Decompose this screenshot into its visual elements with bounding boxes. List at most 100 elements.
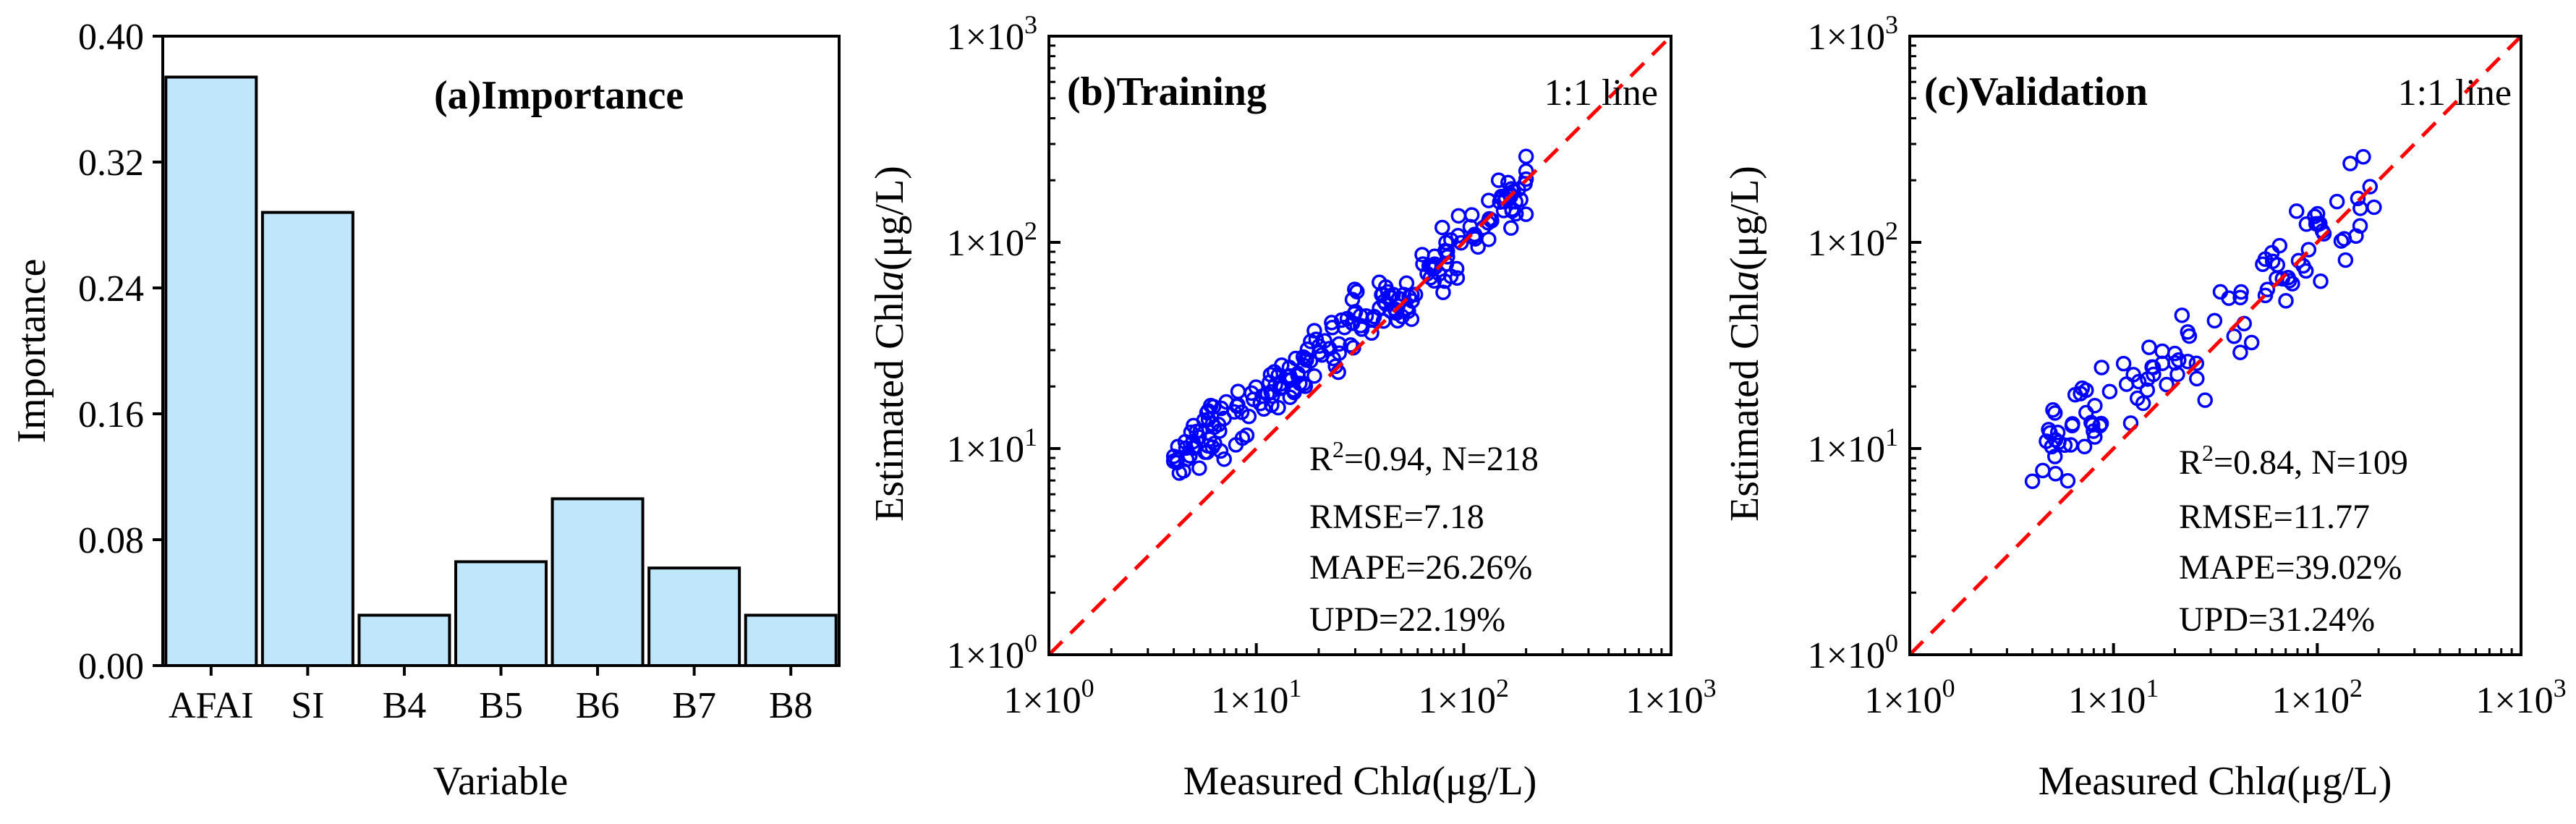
y-ticks: 1×100 1×101 1×102 1×103 (1808, 10, 1921, 676)
x-tick-label: 1×103 (1625, 674, 1716, 721)
data-point (2086, 423, 2101, 439)
data-point (2308, 216, 2324, 232)
data-point (2065, 416, 2080, 432)
data-point (1298, 351, 1314, 367)
data-point (1434, 219, 1450, 236)
y-tick-label: 1×100 (1808, 629, 1898, 676)
data-point (2212, 284, 2229, 300)
data-point (2141, 339, 2157, 355)
data-point (1327, 358, 1343, 374)
data-point (2350, 190, 2366, 207)
data-point (2167, 354, 2183, 371)
data-point (2309, 205, 2326, 222)
data-point (2046, 449, 2063, 464)
data-point (1241, 408, 1257, 425)
data-point (1518, 171, 1534, 187)
data-point (2042, 425, 2058, 441)
data-point (1518, 206, 1534, 222)
data-point (2337, 252, 2354, 268)
data-point (1264, 397, 1280, 413)
data-point (1170, 438, 1186, 454)
data-point (1165, 453, 1182, 470)
bar-si (260, 211, 354, 668)
scatter-points (2024, 149, 2382, 490)
data-point (2342, 156, 2358, 171)
data-point (2046, 405, 2063, 421)
data-point (2024, 473, 2041, 490)
x-ticks: AFAI SI B4 B5 B6 B7 B8 (169, 666, 813, 726)
data-point (1415, 256, 1431, 272)
bar-b7 (647, 566, 741, 668)
data-point (2139, 382, 2156, 399)
data-point (2355, 149, 2371, 165)
scatter-points (1165, 148, 1534, 481)
data-point (1322, 341, 1338, 357)
data-point (1283, 371, 1299, 388)
data-point (1426, 273, 1442, 289)
data-point (1470, 239, 1486, 255)
y-axis-label: Estimated Chla(μg/L) (867, 166, 912, 522)
data-point (1347, 281, 1363, 297)
x-tick-label: 1×102 (2272, 674, 2363, 721)
one-to-one-label: 1:1 line (2398, 72, 2512, 114)
y-tick-label: 1×102 (1808, 216, 1898, 264)
y-tick-label: 1×101 (1808, 422, 1898, 470)
data-point (2289, 203, 2305, 219)
data-point (2189, 370, 2205, 387)
x-tick-label: B8 (769, 685, 813, 726)
data-point (1264, 388, 1280, 404)
x-tick-label: B7 (672, 685, 716, 726)
data-point (1202, 397, 1219, 414)
data-point (1414, 247, 1430, 263)
data-point (2232, 344, 2248, 360)
x-tick-label: SI (291, 685, 324, 726)
data-point (2078, 382, 2094, 399)
data-point (1191, 460, 1207, 476)
data-point (2087, 397, 2103, 414)
panel-validation: 1×100 1×101 1×102 1×103 1×100 1×101 1×102 1×10… (1722, 10, 2567, 804)
data-point (2259, 281, 2276, 297)
data-point (1186, 417, 1202, 433)
data-point (1510, 182, 1526, 197)
data-point (1285, 382, 1301, 398)
y-tick-label: 1×103 (1808, 10, 1898, 58)
data-point (2329, 193, 2345, 210)
data-point (2159, 376, 2175, 393)
x-tick-label: 1×100 (1003, 674, 1094, 721)
data-point (2232, 289, 2248, 306)
data-point (2206, 313, 2223, 328)
data-point (2051, 434, 2067, 451)
data-point (2087, 429, 2103, 445)
data-point (2129, 390, 2146, 407)
y-tick-label: 0.00 (78, 646, 144, 687)
data-point (1216, 451, 1232, 467)
data-point (2255, 256, 2271, 272)
x-tick-label: B5 (479, 685, 523, 726)
data-point (2093, 360, 2109, 375)
data-point (1325, 319, 1340, 336)
y-tick-label: 0.32 (78, 143, 144, 184)
data-point (2233, 284, 2249, 300)
panel-training: 1×100 1×101 1×102 1×103 1×1001×1011×1021×10… (867, 10, 1717, 804)
stat-r2: R2=0.84, N=109 (2179, 440, 2408, 482)
data-point (2188, 355, 2205, 372)
y-tick-label: 1×100 (947, 629, 1037, 676)
x-tick-label: 1×100 (1864, 674, 1955, 721)
data-point (1230, 383, 1246, 399)
data-point (2047, 466, 2064, 482)
data-point (2181, 328, 2198, 344)
y-tick-label: 1×101 (947, 422, 1037, 470)
x-axis-label: Variable (433, 759, 569, 804)
data-point (1178, 440, 1194, 456)
y-ticks: 0.00 0.08 0.16 0.24 0.32 0.40 (78, 17, 163, 687)
data-point (2333, 233, 2350, 249)
data-point (1403, 311, 1420, 327)
data-point (2101, 383, 2118, 400)
data-point (1252, 396, 1268, 412)
one-to-one-line (1908, 35, 2522, 656)
data-point (2174, 307, 2190, 323)
panel-title: (b)Training (1067, 69, 1267, 114)
x-tick-label: B4 (383, 685, 427, 726)
data-point (1449, 270, 1466, 286)
